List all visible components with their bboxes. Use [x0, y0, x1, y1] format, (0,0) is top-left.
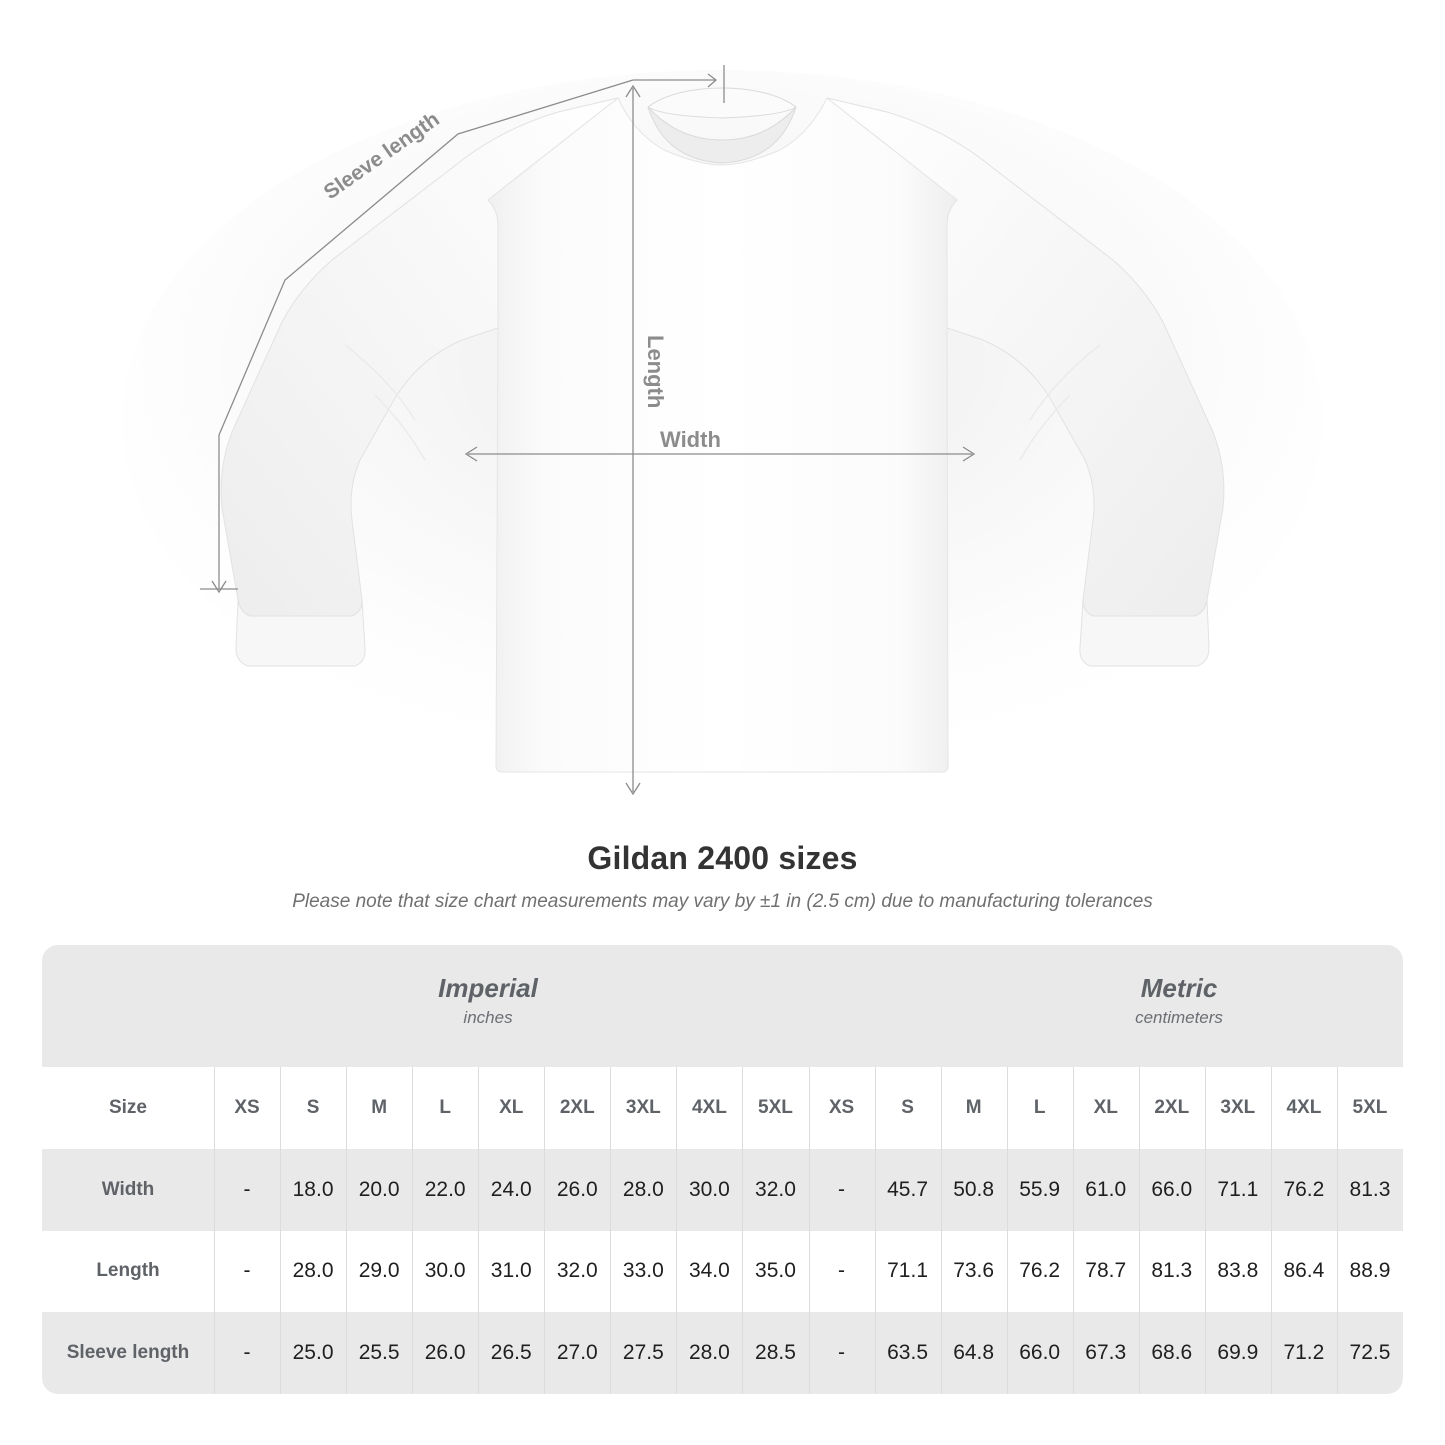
svg-text:Width: Width: [660, 427, 721, 452]
svg-text:Length: Length: [643, 335, 668, 408]
